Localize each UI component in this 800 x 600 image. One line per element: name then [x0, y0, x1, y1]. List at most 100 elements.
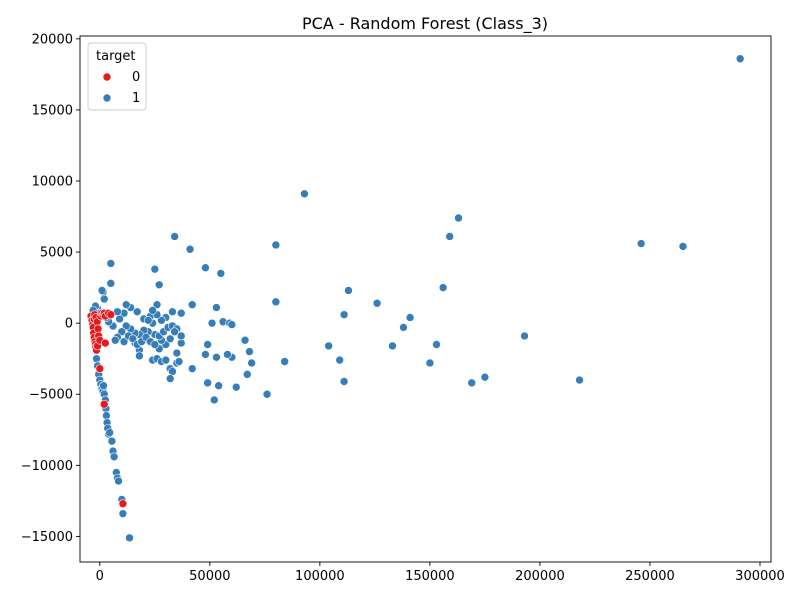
point-class-1: [165, 334, 175, 344]
point-class-1: [176, 308, 186, 318]
point-class-1: [201, 263, 210, 273]
point-class-1: [262, 389, 272, 399]
y-tick-label: 20000: [32, 32, 73, 47]
x-tick-label: 150000: [405, 569, 455, 584]
point-class-1: [132, 307, 142, 317]
point-class-1: [121, 321, 131, 331]
point-class-1: [212, 352, 221, 362]
point-class-1: [388, 341, 397, 351]
point-class-0: [101, 338, 110, 348]
point-class-1: [165, 374, 175, 383]
point-class-1: [636, 239, 646, 248]
legend-label-0: 0: [132, 70, 140, 85]
point-class-1: [176, 331, 186, 341]
point-class-1: [425, 358, 435, 368]
y-tick-label: 5000: [40, 246, 73, 261]
legend-marker-0: [102, 72, 112, 82]
point-class-1: [150, 264, 160, 274]
point-class-1: [170, 232, 179, 241]
point-class-1: [467, 378, 477, 388]
point-class-1: [203, 340, 212, 349]
point-class-1: [119, 337, 129, 346]
point-class-1: [432, 340, 441, 349]
point-class-0: [118, 499, 128, 509]
y-tick-label: 15000: [32, 103, 73, 118]
point-class-1: [203, 378, 212, 388]
point-class-1: [176, 338, 186, 348]
chart-title: PCA - Random Forest (Class_3): [302, 14, 548, 34]
point-class-0: [93, 324, 103, 334]
point-class-1: [399, 323, 408, 332]
point-class-1: [114, 476, 123, 486]
point-class-1: [344, 286, 353, 295]
point-class-1: [240, 335, 250, 345]
point-class-1: [231, 382, 241, 392]
point-class-1: [161, 355, 171, 365]
point-class-1: [121, 300, 131, 309]
x-tick-label: 50000: [189, 569, 230, 584]
point-class-1: [99, 294, 109, 304]
point-class-1: [405, 313, 415, 322]
point-class-1: [245, 347, 254, 356]
point-class-1: [110, 335, 120, 345]
x-tick-label: 100000: [295, 569, 345, 584]
point-class-1: [107, 436, 117, 446]
point-class-1: [115, 314, 124, 324]
point-class-1: [324, 341, 333, 351]
x-axis: 0 50000 100000 150000 200000 250000 300000: [96, 562, 785, 584]
point-class-1: [106, 279, 116, 288]
point-class-1: [97, 286, 107, 295]
legend-marker-1: [102, 93, 112, 103]
point-class-1: [128, 334, 138, 344]
y-axis: −15000 −10000 −5000 0 5000 10000 15000 20000: [21, 32, 80, 545]
point-class-1: [157, 316, 166, 325]
x-tick-label: 0: [96, 569, 104, 584]
point-class-1: [143, 316, 153, 325]
point-class-1: [214, 381, 223, 391]
point-class-1: [454, 213, 463, 223]
point-class-1: [172, 348, 182, 358]
y-tick-label: −5000: [29, 388, 73, 403]
legend-title: target: [96, 49, 136, 64]
point-class-1: [339, 377, 349, 386]
point-class-1: [117, 327, 127, 337]
point-class-1: [125, 533, 134, 543]
point-class-1: [99, 381, 108, 391]
point-class-1: [678, 242, 688, 251]
x-tick-label: 250000: [625, 569, 675, 584]
point-class-1: [520, 331, 529, 341]
point-class-1: [168, 367, 177, 376]
y-tick-label: 0: [65, 317, 73, 332]
point-class-0: [106, 310, 116, 319]
point-class-1: [271, 240, 281, 250]
point-class-0: [95, 364, 105, 373]
point-class-1: [174, 357, 184, 366]
point-class-1: [223, 350, 232, 359]
point-class-1: [445, 232, 455, 241]
point-class-1: [209, 395, 219, 405]
x-tick-label: 300000: [735, 569, 785, 584]
point-class-1: [152, 300, 162, 309]
point-class-1: [575, 375, 584, 385]
y-tick-label: −10000: [21, 459, 73, 474]
point-class-1: [216, 269, 226, 278]
point-class-1: [339, 310, 349, 319]
point-class-1: [242, 370, 252, 379]
y-tick-label: 10000: [32, 175, 73, 190]
point-class-1: [150, 340, 160, 349]
point-class-1: [212, 303, 221, 312]
point-class-1: [227, 320, 237, 329]
point-class-1: [187, 300, 197, 309]
point-class-1: [300, 189, 309, 199]
point-class-1: [201, 350, 210, 359]
point-class-1: [102, 411, 111, 420]
point-class-1: [118, 509, 128, 518]
point-class-1: [148, 306, 157, 315]
point-class-1: [187, 364, 197, 373]
point-class-1: [438, 283, 448, 292]
point-class-1: [106, 259, 116, 268]
point-class-1: [480, 372, 490, 382]
point-class-1: [168, 307, 177, 317]
point-class-1: [207, 318, 217, 328]
point-class-0: [99, 399, 109, 409]
